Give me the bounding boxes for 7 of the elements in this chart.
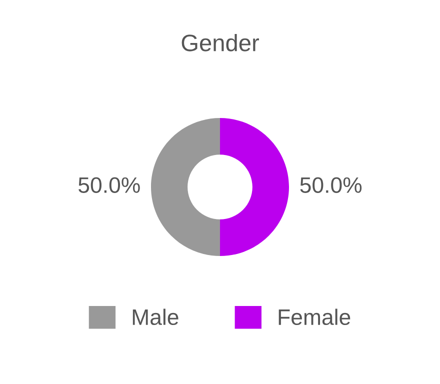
legend-label: Female [278,308,350,326]
data-label: 50.0% [300,177,362,193]
donut-slice [151,118,220,256]
chart-title: Gender [182,34,259,52]
legend-label: Male [132,308,178,326]
donut-slice [220,118,289,256]
data-label: 50.0% [78,177,140,193]
